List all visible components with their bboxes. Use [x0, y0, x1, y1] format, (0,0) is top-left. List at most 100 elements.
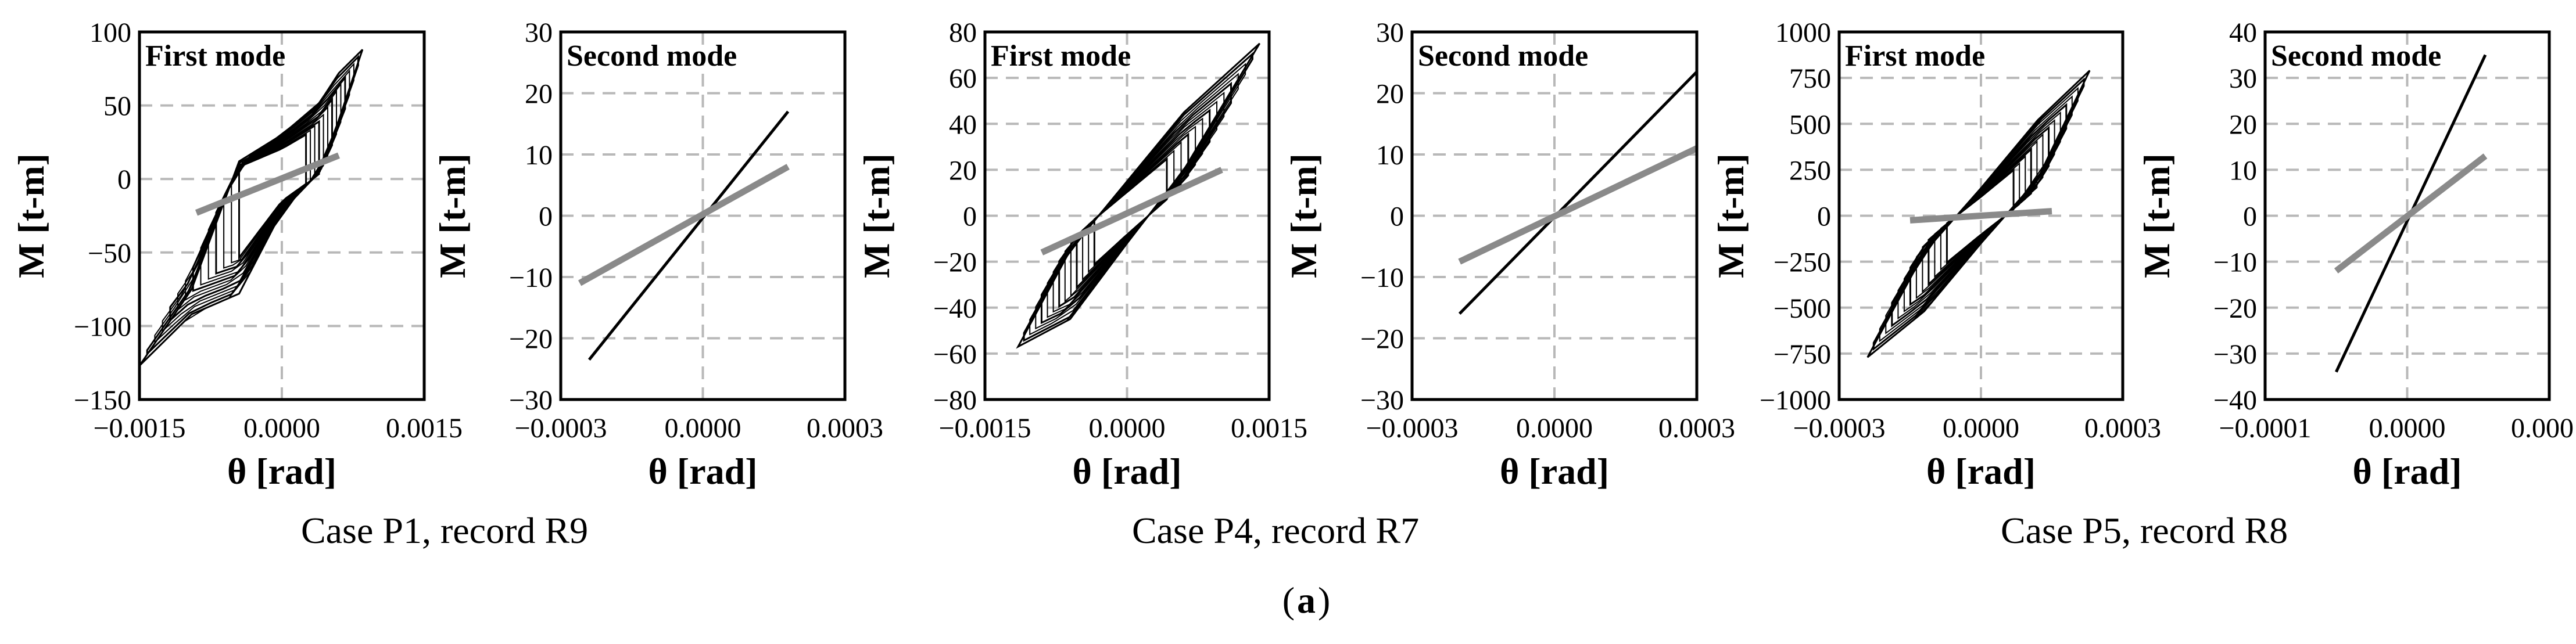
x-axis-label: θ [rad]	[1926, 451, 2036, 492]
svg-text:): )	[1318, 580, 1330, 621]
chart-2: −30 −20 −10 0 10 20 30 −0.0003 0.0000 0.0003 θ [ra…	[432, 17, 883, 492]
x-tick-label: 0.0001	[2511, 413, 2576, 444]
group-caption-1: Case P1, record R9	[301, 510, 588, 551]
y-tick-label: −250	[1774, 247, 1831, 278]
hysteresis-envelope	[1016, 42, 1260, 349]
fit-line	[2334, 153, 2488, 274]
y-tick-label: 0	[1817, 202, 1831, 232]
x-axis-label: θ [rad]	[648, 451, 757, 492]
x-tick-label: 0.0015	[386, 413, 463, 444]
x-tick-label: 0.0000	[1516, 413, 1593, 444]
plot-frame	[559, 30, 847, 401]
y-tick-label: 20	[949, 155, 977, 186]
y-axis-label: M [t-m]	[432, 153, 473, 278]
y-tick-label: −40	[933, 293, 977, 324]
fit-line	[1909, 208, 2052, 224]
y-axis-label: M [t-m]	[1710, 153, 1751, 278]
x-axis-label: θ [rad]	[2352, 451, 2462, 492]
x-tick-label: 0.0000	[2369, 413, 2446, 444]
y-tick-label: 40	[949, 109, 977, 140]
chart-4: −30 −20 −10 0 10 20 30 −0.0003 0.0000 0.0003 θ [ra…	[1283, 17, 1735, 492]
panel-title: First mode	[1845, 39, 1985, 73]
x-tick-label: −0.0001	[2219, 413, 2311, 444]
y-tick-label: 20	[1376, 79, 1404, 110]
chart-1: −150 −100 −50 0 50 100 −0.0015 0.0000 0.0015 θ [r…	[10, 17, 463, 492]
y-tick-label: 250	[1789, 155, 1831, 186]
fit-line	[1458, 145, 1699, 265]
x-tick-label: 0.0000	[665, 413, 741, 444]
hysteresis-loop	[200, 106, 328, 286]
y-tick-label: 0	[963, 202, 977, 232]
x-tick-label: −0.0015	[938, 413, 1031, 444]
y-tick-label: 10	[2229, 155, 2257, 186]
y-tick-label: −10	[509, 262, 553, 293]
chart-3: −80 −60 −40 −20 0 20 40 60 80 −0.0015 0.0000 0.0015…	[856, 17, 1307, 492]
y-tick-label: −30	[509, 385, 553, 416]
x-tick-label: −0.0003	[1793, 413, 1885, 444]
y-tick-label: 750	[1789, 63, 1831, 94]
chart-6: −40 −30 −20 −10 0 10 20 30 40 −0.0001 0.0000 0.0001…	[2136, 17, 2576, 492]
x-tick-label: 0.0003	[807, 413, 883, 444]
y-tick-label: 30	[1376, 17, 1404, 48]
figure-part-letter: a	[1297, 580, 1316, 621]
figure-part-label: ( a )	[1282, 580, 1331, 621]
response-line	[587, 110, 790, 361]
y-tick-label: −50	[88, 238, 131, 269]
y-tick-label: 10	[1376, 140, 1404, 171]
y-tick-label: −10	[2213, 247, 2257, 278]
y-tick-label: 100	[89, 17, 131, 48]
y-tick-label: −750	[1774, 339, 1831, 370]
plot-frame	[138, 30, 426, 401]
fit-line	[578, 164, 790, 286]
y-tick-label: 1000	[1775, 17, 1831, 48]
y-tick-label: 500	[1789, 109, 1831, 140]
y-tick-label: −60	[933, 339, 977, 370]
x-tick-label: 0.0000	[1089, 413, 1166, 444]
x-tick-label: 0.0003	[2084, 413, 2161, 444]
y-tick-label: 60	[949, 63, 977, 94]
y-tick-label: 30	[525, 17, 553, 48]
y-tick-label: 20	[2229, 109, 2257, 140]
y-tick-label: −20	[1360, 324, 1404, 355]
group-caption-3: Case P5, record R8	[2001, 510, 2288, 551]
panel-title: Second mode	[1418, 39, 1588, 73]
y-tick-label: 30	[2229, 63, 2257, 94]
y-tick-label: −500	[1774, 293, 1831, 324]
y-tick-label: −30	[2213, 339, 2257, 370]
svg-text:(: (	[1282, 580, 1295, 621]
x-tick-label: 0.0000	[1943, 413, 2019, 444]
y-tick-label: 0	[1390, 202, 1404, 232]
y-tick-label: 40	[2229, 17, 2257, 48]
y-tick-label: 50	[103, 91, 131, 122]
hysteresis-envelope	[1866, 70, 2091, 358]
y-tick-label: −40	[2213, 385, 2257, 416]
hysteresis-loop	[1047, 91, 1225, 318]
y-tick-label: 0	[117, 164, 131, 195]
y-tick-label: −100	[74, 311, 131, 342]
y-tick-label: 80	[949, 17, 977, 48]
x-tick-label: 0.0000	[243, 413, 320, 444]
y-tick-label: 10	[525, 140, 553, 171]
x-tick-label: −0.0015	[93, 413, 185, 444]
fit-line	[195, 152, 341, 216]
y-tick-label: −20	[933, 247, 977, 278]
response-line	[1458, 70, 1698, 315]
panel-title: Second mode	[567, 39, 737, 73]
y-tick-label: 0	[539, 202, 553, 232]
x-tick-label: 0.0015	[1231, 413, 1307, 444]
y-tick-label: −10	[1360, 262, 1404, 293]
plot-frame	[983, 30, 1271, 401]
y-tick-label: −80	[933, 385, 977, 416]
plot-frame	[2263, 30, 2551, 401]
y-tick-label: 20	[525, 79, 553, 110]
x-tick-label: −0.0003	[514, 413, 607, 444]
y-tick-label: −20	[509, 324, 553, 355]
panel-title: Second mode	[2271, 39, 2441, 73]
hysteresis-envelope	[138, 49, 364, 366]
x-axis-label: θ [rad]	[1500, 451, 1609, 492]
y-tick-label: −1000	[1760, 385, 1831, 416]
panel-title: First mode	[145, 39, 285, 73]
plot-frame	[1410, 30, 1699, 401]
